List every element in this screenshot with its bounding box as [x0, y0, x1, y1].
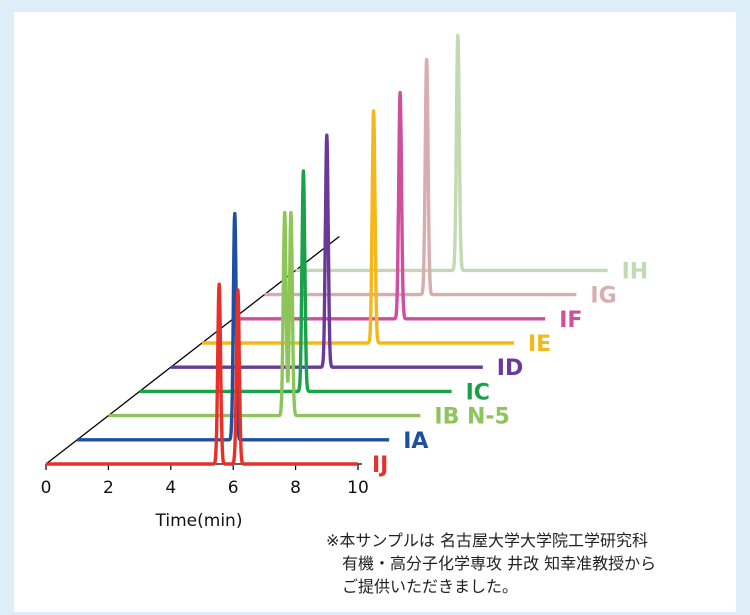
x-tick-label-0: 0 [41, 478, 52, 498]
series-label-ih: IH [622, 259, 649, 284]
series-label-ij: IJ [372, 453, 388, 478]
x-tick-label-2: 2 [103, 478, 114, 498]
series-trace-if [231, 90, 547, 321]
x-tick-label-6: 6 [228, 478, 239, 498]
series-label-if: IF [559, 308, 582, 333]
chart-panel: 0 2 4 6 8 10 Time(min) IH IG IF IE ID IC IB N-5 IA IJ ※… [14, 12, 736, 612]
series-trace-ia [75, 211, 391, 442]
x-tick-label-10: 10 [347, 478, 369, 498]
series-trace-id [169, 133, 485, 369]
series-trace-ig [262, 58, 578, 297]
depth-axis-line [45, 236, 340, 465]
series-trace-ij [44, 282, 360, 466]
note-line-2: 有機・高分子化学専攻 井改 知幸准教授から [342, 554, 657, 573]
note-line-1: ※本サンプルは 名古屋大学大学院工学研究科 [326, 531, 649, 550]
series-trace-ic [138, 169, 453, 394]
series-trace-ie [200, 109, 516, 345]
series-label-ig: IG [590, 284, 616, 309]
series-trace-ib-n-5 [106, 210, 422, 418]
series-label-ic: IC [466, 380, 490, 405]
series-label-ie: IE [528, 332, 551, 357]
sample-credit-note: ※本サンプルは 名古屋大学大学院工学研究科 有機・高分子化学専攻 井改 知幸准教… [326, 529, 656, 598]
series-label-id: ID [497, 356, 523, 381]
x-tick-label-4: 4 [165, 478, 176, 498]
series-label-ia: IA [403, 429, 428, 454]
series-label-ib-n-5: IB N-5 [434, 405, 509, 430]
x-axis-title: Time(min) [155, 511, 243, 531]
x-tick-label-8: 8 [290, 478, 301, 498]
series-trace-ih [294, 33, 609, 273]
note-line-3: ご提供いただきました。 [342, 577, 519, 596]
